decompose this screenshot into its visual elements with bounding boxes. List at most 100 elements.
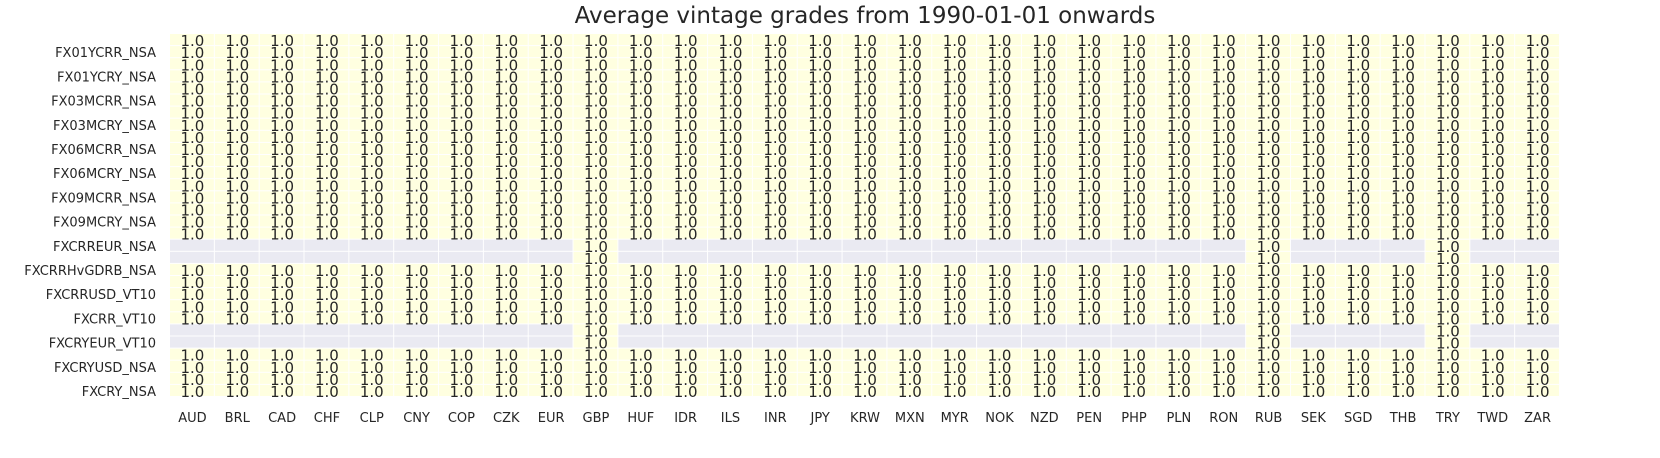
cell-value-label: 1.0 xyxy=(539,141,563,159)
cell-value-label: 1.0 xyxy=(629,105,653,123)
heatmap-cell xyxy=(887,167,932,179)
cell-value-label: 1.0 xyxy=(1301,165,1325,183)
heatmap-cell xyxy=(842,106,887,118)
cell-value-label: 1.0 xyxy=(1481,359,1505,377)
cell-value-label: 1.0 xyxy=(539,153,563,171)
cell-value-label: 1.0 xyxy=(629,44,653,62)
cell-value-label: 1.0 xyxy=(1167,189,1191,207)
heatmap-cell xyxy=(842,142,887,154)
cell-value-label: 1.0 xyxy=(988,359,1012,377)
cell-value-label: 1.0 xyxy=(988,214,1012,232)
heatmap-cell xyxy=(1021,167,1066,179)
cell-value-label: 1.0 xyxy=(494,298,518,316)
heatmap-cell xyxy=(1335,348,1380,360)
cell-value-label: 1.0 xyxy=(1481,129,1505,147)
cell-value-label: 1.0 xyxy=(1212,359,1236,377)
heatmap-cell xyxy=(887,300,932,312)
cell-value-label: 1.0 xyxy=(1301,105,1325,123)
heatmap-cell xyxy=(1246,288,1290,300)
cell-value-label: 1.0 xyxy=(988,226,1012,244)
heatmap-cell xyxy=(439,263,483,275)
heatmap-cell xyxy=(1201,70,1246,82)
cell-value-label: 1.0 xyxy=(225,32,249,50)
heatmap-cell-missing xyxy=(439,251,483,263)
heatmap-cell xyxy=(528,179,573,191)
heatmap-cell xyxy=(663,288,708,300)
heatmap-cell xyxy=(887,372,932,384)
heatmap-cell xyxy=(483,58,528,70)
cell-value-label: 1.0 xyxy=(1032,177,1056,195)
cell-value-label: 1.0 xyxy=(943,80,967,98)
cell-value-label: 1.0 xyxy=(315,93,339,111)
cell-value-label: 1.0 xyxy=(1122,117,1146,135)
heatmap-cell xyxy=(528,288,573,300)
heatmap-cell-missing xyxy=(932,251,977,263)
cell-value-label: 1.0 xyxy=(315,56,339,74)
cell-value-label: 1.0 xyxy=(1077,93,1101,111)
heatmap-cell-missing xyxy=(214,251,259,263)
cell-value-label: 1.0 xyxy=(719,201,743,219)
cell-value-label: 1.0 xyxy=(629,383,653,401)
heatmap-cell xyxy=(842,118,887,130)
cell-value-label: 1.0 xyxy=(1391,371,1415,389)
heatmap-cell xyxy=(663,46,708,58)
heatmap-cell xyxy=(1290,312,1335,324)
heatmap-cell xyxy=(618,70,663,82)
cell-value-label: 1.0 xyxy=(1526,262,1550,280)
heatmap-cell-missing xyxy=(394,251,439,263)
cell-value-label: 1.0 xyxy=(1257,105,1281,123)
heatmap-cell xyxy=(752,142,797,154)
heatmap-cell xyxy=(1156,191,1201,203)
heatmap-cell xyxy=(708,70,752,82)
heatmap-cell xyxy=(842,130,887,142)
heatmap-cell xyxy=(1515,142,1559,154)
cell-value-label: 1.0 xyxy=(1077,32,1101,50)
heatmap-cell xyxy=(752,179,797,191)
cell-value-label: 1.0 xyxy=(1301,68,1325,86)
cell-value-label: 1.0 xyxy=(360,117,384,135)
cell-value-label: 1.0 xyxy=(1481,214,1505,232)
heatmap-cell xyxy=(573,130,618,142)
cell-value-label: 1.0 xyxy=(674,68,698,86)
cell-value-label: 1.0 xyxy=(988,165,1012,183)
cell-value-label: 1.0 xyxy=(763,129,787,147)
heatmap-cell xyxy=(439,203,483,215)
heatmap-cell xyxy=(394,300,439,312)
heatmap-cell xyxy=(304,300,349,312)
heatmap-cell xyxy=(394,142,439,154)
heatmap-cell xyxy=(439,312,483,324)
heatmap-cell-missing xyxy=(170,251,214,263)
heatmap-cell xyxy=(349,300,394,312)
heatmap-cell xyxy=(439,179,483,191)
heatmap-cell xyxy=(349,94,394,106)
heatmap-cell xyxy=(1201,372,1246,384)
cell-value-label: 1.0 xyxy=(494,177,518,195)
heatmap-cell xyxy=(708,179,752,191)
heatmap-cell xyxy=(1470,348,1515,360)
cell-value-label: 1.0 xyxy=(584,141,608,159)
cell-value-label: 1.0 xyxy=(1122,165,1146,183)
heatmap-cell xyxy=(1021,288,1066,300)
heatmap-cell-missing xyxy=(752,251,797,263)
heatmap-cell xyxy=(394,106,439,118)
heatmap-cell xyxy=(573,336,618,348)
heatmap-cell xyxy=(1515,263,1559,275)
cell-value-label: 1.0 xyxy=(674,117,698,135)
heatmap-cell xyxy=(977,70,1021,82)
heatmap-cell xyxy=(1021,179,1066,191)
cell-value-label: 1.0 xyxy=(943,310,967,328)
heatmap-cell-missing xyxy=(1021,239,1066,251)
cell-value-label: 1.0 xyxy=(315,371,339,389)
cell-value-label: 1.0 xyxy=(180,165,204,183)
cell-value-label: 1.0 xyxy=(898,298,922,316)
heatmap-cell xyxy=(1380,34,1425,46)
cell-value-label: 1.0 xyxy=(1526,153,1550,171)
cell-value-label: 1.0 xyxy=(808,310,832,328)
cell-value-label: 1.0 xyxy=(629,262,653,280)
heatmap-cell xyxy=(618,191,663,203)
cell-value-label: 1.0 xyxy=(1167,32,1191,50)
cell-value-label: 1.0 xyxy=(225,274,249,292)
cell-value-label: 1.0 xyxy=(1436,335,1460,353)
heatmap-cell xyxy=(1246,142,1290,154)
heatmap-cell xyxy=(1111,70,1156,82)
